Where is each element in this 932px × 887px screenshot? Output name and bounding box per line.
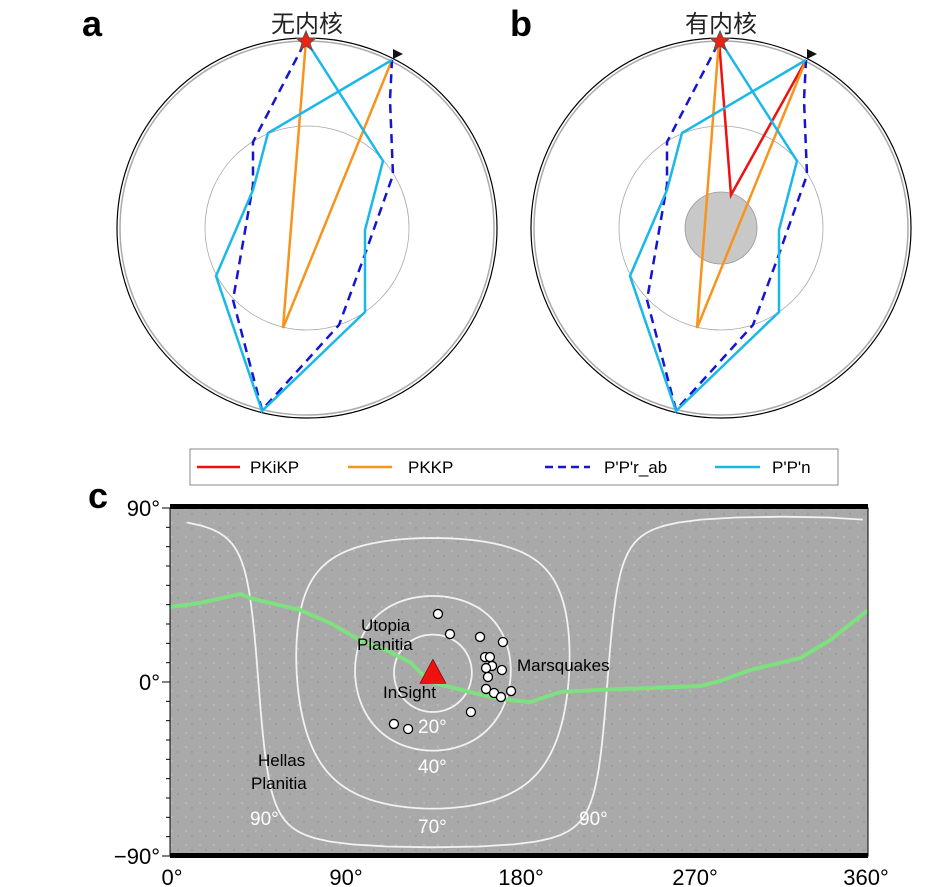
legend: PKiKP PKKP P'P'r_ab P'P'n [189, 448, 839, 486]
label-utopia-2: Planitia [357, 635, 413, 654]
core-boundary [618, 125, 824, 331]
label-utopia-1: Utopia [361, 616, 411, 635]
y-tick-90: 90° [127, 496, 160, 521]
insight-station-icon [419, 658, 447, 684]
marsquake-marker [432, 608, 444, 620]
ring-label-40: 40° [418, 757, 447, 778]
ray-pprab [645, 43, 809, 413]
dichotomy-boundary [170, 591, 868, 705]
receiver-icon [393, 49, 403, 59]
source-star-icon [708, 29, 732, 52]
ray-pkikp [717, 39, 808, 200]
marsquake-marker [496, 664, 508, 676]
distance-ring-70 [295, 537, 571, 810]
y-tick-0: 0° [139, 670, 160, 695]
marsquake-marker [474, 631, 486, 643]
marsquake-marker [484, 651, 496, 663]
core-boundary [204, 125, 410, 331]
label-hellas-2: Planitia [251, 774, 307, 793]
x-tick-270: 270° [672, 865, 718, 887]
legend-label-ppn: P'P'n [772, 458, 811, 477]
y-tick-minus90: −90° [114, 844, 160, 869]
source-star-icon [294, 29, 318, 52]
marsquakes [388, 608, 517, 735]
mars-cross-section-no-inner-core [116, 29, 498, 419]
x-tick-180: 180° [498, 865, 544, 887]
marsquake-marker [388, 718, 400, 730]
ray-pkkp [281, 39, 394, 329]
receiver-icon [807, 49, 817, 59]
x-tick-0: 0° [161, 865, 182, 887]
legend-label-pkikp: PKiKP [250, 458, 299, 477]
ring-label-90-east: 90° [579, 809, 608, 830]
distance-ring-90 [781, 515, 863, 521]
ring-label-90-west: 90° [250, 809, 279, 830]
distance-ring-90 [186, 515, 782, 849]
legend-label-pkkp: PKKP [408, 458, 453, 477]
x-tick-360: 360° [843, 865, 889, 887]
label-marsquakes: Marsquakes [517, 656, 610, 675]
panel-label-a: a [82, 3, 103, 44]
panel-label-b: b [510, 3, 532, 44]
ray-pprab [231, 43, 395, 413]
map-top-frame [170, 504, 868, 509]
ray-ppn [628, 41, 807, 414]
marsquake-marker [444, 628, 456, 640]
marsquake-marker [497, 636, 509, 648]
panel-label-c: c [88, 475, 108, 516]
x-tick-90: 90° [329, 865, 362, 887]
marsquake-marker [505, 685, 517, 697]
shaded-relief [170, 508, 868, 856]
ring-label-70: 70° [418, 817, 447, 838]
marsquake-marker [482, 671, 494, 683]
legend-label-pprab: P'P'r_ab [604, 458, 667, 477]
x-axis: 0° 90° 180° 270° 360° [161, 865, 888, 887]
inner-core [684, 191, 758, 265]
ray-ppn [214, 41, 393, 414]
marsquake-marker [465, 706, 477, 718]
label-insight: InSight [383, 683, 436, 702]
ray-pkkp [695, 39, 808, 329]
marsquake-marker [495, 691, 507, 703]
ring-label-20: 20° [418, 717, 447, 738]
mars-map: Utopia Planitia InSight Marsquakes Hella… [169, 504, 869, 858]
marsquake-marker [402, 723, 414, 735]
marsquake-marker [480, 662, 492, 674]
label-hellas-1: Hellas [258, 751, 305, 770]
y-axis: 90° 0° −90° [114, 496, 170, 869]
marsquake-marker [480, 683, 492, 695]
mars-cross-section-with-inner-core [530, 29, 912, 419]
